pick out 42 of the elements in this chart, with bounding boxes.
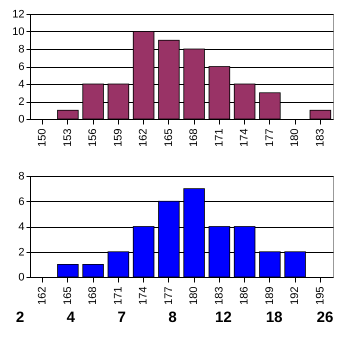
y-tick-label: 12 xyxy=(12,8,24,20)
x-tick-label: 165 xyxy=(62,286,74,305)
x-tick-label: 180 xyxy=(289,128,302,147)
y-tick-label: 2 xyxy=(18,246,24,258)
x-tick-label: 171 xyxy=(213,128,226,147)
y-tick-label: 8 xyxy=(18,170,24,182)
x-tick-label: 171 xyxy=(112,286,124,305)
x-tick-label: 180 xyxy=(188,286,200,305)
y-tick-label: 6 xyxy=(18,61,24,73)
text: 26 xyxy=(316,309,334,326)
x-tick-label: 183 xyxy=(314,128,326,147)
x-tick-label: 174 xyxy=(138,286,150,305)
y-tick-label: 8 xyxy=(18,44,24,56)
x-tick-label: 162 xyxy=(138,128,150,147)
text: 18 xyxy=(266,309,283,326)
y-tick-label: 4 xyxy=(18,78,24,90)
x-tick-label: 177 xyxy=(162,286,175,305)
x-tick-label: 159 xyxy=(112,128,124,147)
x-tick-label: 153 xyxy=(62,128,74,147)
x-tick-label: 168 xyxy=(188,128,200,147)
y-tick-label: 0 xyxy=(18,272,24,284)
text: 4 xyxy=(66,309,76,326)
x-tick-label: 177 xyxy=(264,128,276,147)
x-tick-label: 165 xyxy=(162,128,175,147)
x-tick-label: 195 xyxy=(314,286,326,305)
text: 12 xyxy=(214,309,232,326)
x-tick-label: 192 xyxy=(289,286,302,305)
x-tick-label: 162 xyxy=(36,286,49,305)
y-tick-label: 10 xyxy=(12,26,24,38)
x-tick-label: 156 xyxy=(87,128,100,147)
x-tick-label: 183 xyxy=(213,286,226,305)
text: 8 xyxy=(168,309,177,326)
y-tick-label: 2 xyxy=(18,96,24,108)
y-tick-label: 4 xyxy=(18,221,24,233)
x-tick-label: 186 xyxy=(238,286,251,305)
y-tick-label: 0 xyxy=(18,114,24,126)
x-tick-label: 189 xyxy=(264,286,276,305)
x-tick-label: 150 xyxy=(36,128,49,147)
text: 7 xyxy=(117,309,126,326)
y-tick-label: 6 xyxy=(18,196,24,208)
x-tick-label: 168 xyxy=(87,286,100,305)
x-tick-label: 174 xyxy=(238,128,251,147)
